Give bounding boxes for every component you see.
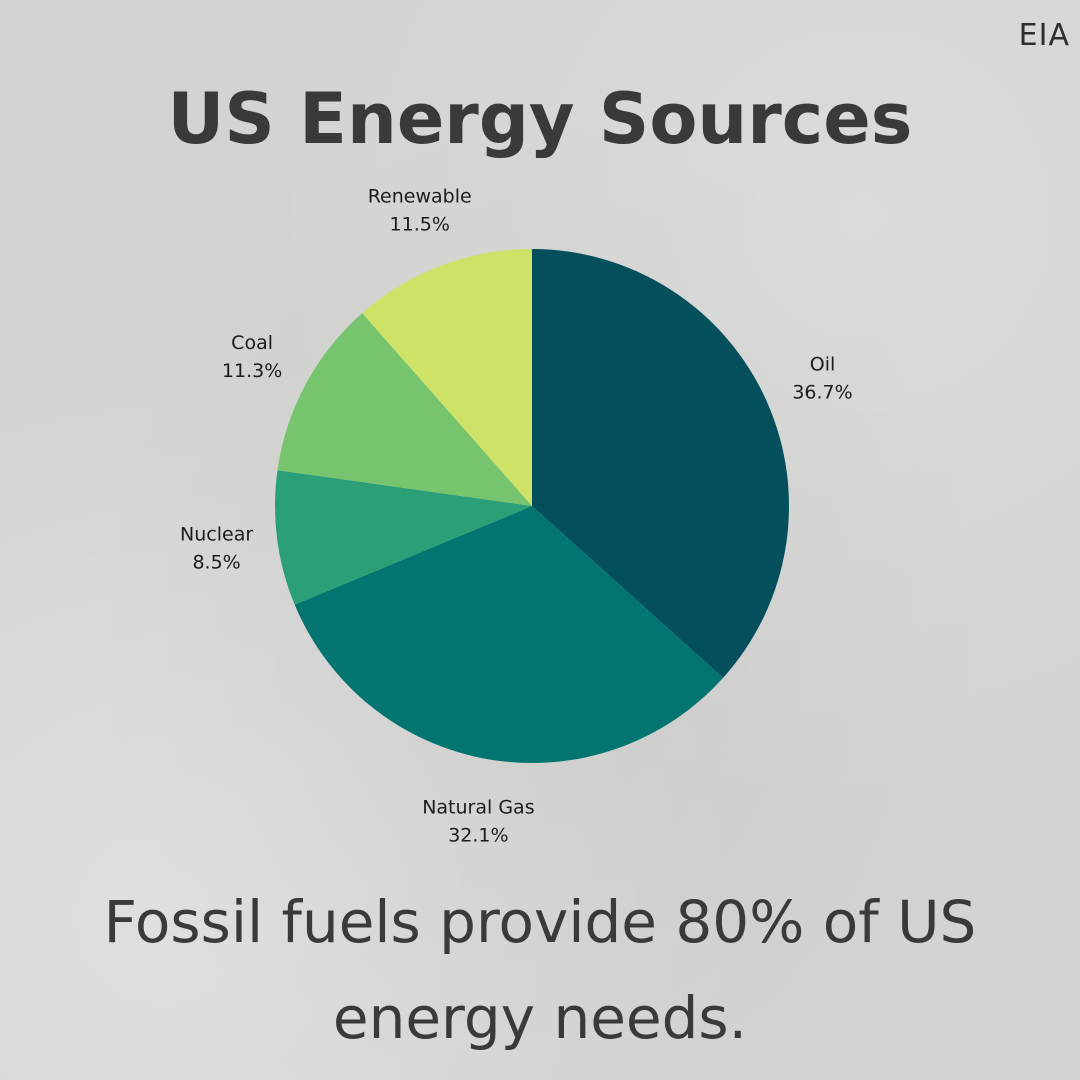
slice-label-oil: Oil 36.7%	[792, 354, 852, 404]
caption: Fossil fuels provide 80% of US energy ne…	[103, 888, 977, 1052]
pie-slice-coal	[277, 313, 532, 506]
slice-name-label: Oil	[810, 354, 836, 376]
slice-name-label: Nuclear	[180, 523, 253, 545]
slice-value-label: 32.1%	[448, 824, 508, 846]
slice-name-label: Renewable	[368, 186, 472, 208]
slice-value-label: 8.5%	[192, 551, 240, 573]
pie-slice-oil	[532, 249, 789, 678]
slice-name-label: Natural Gas	[422, 796, 534, 818]
slice-label-renewable: Renewable 11.5%	[368, 186, 472, 236]
slice-label-natural-gas: Natural Gas 32.1%	[422, 796, 534, 846]
pie-labels: Oil 36.7% Natural Gas 32.1% Nuclear 8.5% Coal 1…	[180, 186, 853, 847]
slice-value-label: 11.3%	[222, 360, 282, 382]
slice-label-coal: Coal 11.3%	[222, 332, 282, 382]
slice-label-nuclear: Nuclear 8.5%	[180, 523, 253, 573]
source-label: EIA	[1018, 18, 1070, 53]
pie-slices	[274, 249, 789, 763]
pie-slice-natural-gas	[294, 506, 724, 763]
slice-name-label: Coal	[231, 332, 273, 354]
pie-slice-nuclear	[274, 470, 532, 605]
slice-value-label: 11.5%	[390, 214, 450, 236]
pie-slice-renewable	[362, 249, 532, 506]
slice-value-label: 36.7%	[792, 382, 852, 404]
chart-title: US Energy Sources	[167, 78, 913, 160]
